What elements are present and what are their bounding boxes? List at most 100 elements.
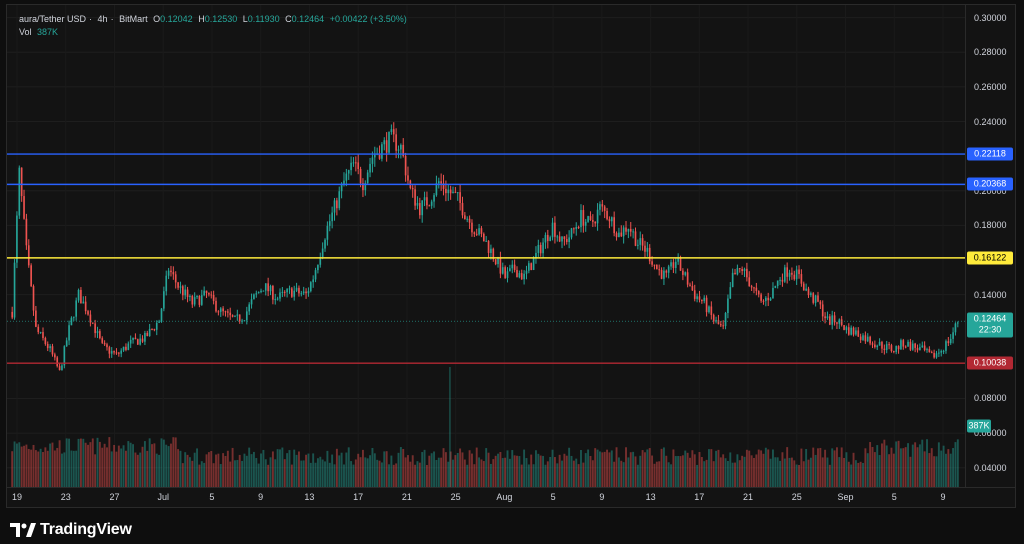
candle-body	[99, 331, 101, 339]
candle-body	[264, 283, 267, 291]
price-axis[interactable]	[966, 4, 1016, 488]
candle-body	[459, 192, 461, 203]
volume-bar	[767, 449, 770, 487]
volume-bar	[110, 451, 113, 487]
volume-bar	[53, 450, 56, 487]
candle-body	[411, 187, 414, 190]
volume-bar	[712, 461, 715, 487]
volume-bar	[909, 456, 912, 487]
volume-bar	[700, 457, 703, 487]
candle-body	[890, 345, 893, 352]
candle-body	[215, 300, 217, 312]
volume-bar	[511, 450, 514, 487]
level-yellow-badge: 0.16122	[967, 251, 1013, 265]
candle-body	[423, 197, 426, 201]
volume-bar	[264, 459, 267, 487]
symbol-name[interactable]: aura/Tether USD	[19, 14, 87, 24]
candle-body	[241, 320, 243, 322]
volume-bar	[219, 464, 222, 487]
volume-bar	[582, 462, 585, 487]
candle-body	[248, 304, 251, 312]
volume-bar	[269, 457, 272, 487]
candle-body	[186, 289, 189, 298]
candle-body	[395, 134, 397, 151]
candle-body	[148, 328, 151, 337]
time-tick-label: 9	[258, 492, 264, 502]
candle-body	[859, 336, 862, 340]
candle-body	[245, 311, 248, 321]
volume-bar	[814, 454, 817, 487]
volume-bar	[395, 463, 398, 487]
volume-bar	[859, 461, 862, 487]
candle-body	[198, 295, 201, 305]
volume-bar	[890, 447, 893, 487]
candle-body	[568, 237, 570, 243]
candle-body	[767, 297, 770, 301]
candle-body	[487, 240, 490, 253]
price-tick-label: 0.24000	[974, 116, 1007, 127]
candle-body	[509, 268, 511, 272]
volume-bar	[847, 461, 850, 487]
volume-bar	[286, 453, 289, 487]
candle-body	[416, 203, 419, 206]
volume-bar	[376, 459, 379, 487]
candle-body	[262, 290, 265, 292]
volume-bar	[205, 454, 208, 487]
volume-bar	[167, 446, 170, 487]
volume-bar	[824, 449, 827, 487]
candle-body	[622, 227, 625, 237]
candle-body	[883, 348, 886, 350]
candle-body	[392, 129, 395, 135]
candle-body	[535, 252, 537, 258]
volume-bar	[200, 461, 203, 487]
volume-bar	[508, 458, 511, 487]
volume-bar	[918, 444, 921, 487]
price-tick-label: 0.14000	[974, 289, 1007, 300]
volume-bar	[18, 442, 21, 487]
volume-bar	[98, 441, 101, 487]
candle-body	[170, 270, 172, 273]
volume-bar	[947, 449, 950, 487]
candle-body	[219, 308, 222, 312]
volume-bar	[873, 452, 876, 487]
volume-bar	[821, 457, 824, 487]
last-price-value: 0.12464	[973, 313, 1007, 324]
candle-body	[660, 269, 663, 279]
volume-bar	[636, 464, 639, 487]
candle-body	[274, 299, 277, 301]
time-tick-label: 5	[209, 492, 215, 502]
volume-bar	[238, 454, 241, 487]
volume-bar	[916, 447, 919, 487]
candle-body	[819, 301, 822, 305]
candle-body	[302, 291, 305, 294]
candle-body	[608, 219, 611, 222]
horizontal-levels[interactable]	[7, 153, 965, 364]
volume-bar	[340, 452, 343, 487]
candlestick-series	[11, 122, 959, 371]
volume-bar	[449, 367, 451, 487]
volume-bar	[122, 445, 125, 487]
candle-body	[333, 200, 336, 213]
candle-body	[786, 267, 789, 277]
volume-bar	[326, 450, 329, 487]
candle-body	[300, 293, 303, 295]
candle-body	[236, 314, 239, 316]
volume-bar	[324, 461, 326, 487]
price-tick-label: 0.08000	[974, 393, 1007, 404]
volume-bar	[148, 438, 151, 487]
chart-canvas[interactable]	[7, 5, 965, 487]
candle-body	[847, 327, 850, 335]
volume-bar	[143, 441, 146, 487]
candle-body	[279, 292, 281, 299]
volume-bar	[63, 452, 66, 487]
interval-label[interactable]: 4h	[97, 14, 108, 24]
candle-body	[84, 301, 87, 312]
volume-bar	[596, 449, 599, 487]
volume-bar	[271, 451, 274, 487]
price-tick-label: 0.04000	[974, 462, 1007, 473]
chart-pane[interactable]: aura/Tether USD · 4h · BitMart O0.12042 H0…	[6, 4, 966, 488]
time-axis[interactable]	[6, 488, 1016, 508]
candle-body	[165, 275, 168, 292]
candle-body	[712, 314, 715, 322]
tradingview-branding[interactable]: TradingView	[10, 520, 132, 540]
